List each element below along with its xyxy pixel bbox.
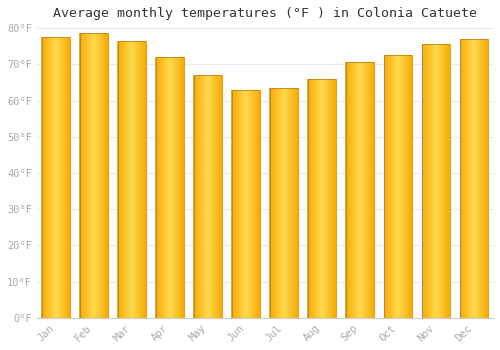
Bar	[232, 90, 260, 318]
Bar	[422, 44, 450, 318]
Bar	[346, 62, 374, 318]
Bar	[156, 57, 184, 318]
Bar	[194, 75, 222, 318]
Bar	[384, 55, 412, 318]
Bar	[80, 34, 108, 318]
Bar	[270, 88, 298, 318]
Bar	[460, 39, 488, 318]
Bar	[308, 79, 336, 318]
Title: Average monthly temperatures (°F ) in Colonia Catuete: Average monthly temperatures (°F ) in Co…	[53, 7, 477, 20]
Bar	[42, 37, 70, 318]
Bar	[118, 41, 146, 318]
